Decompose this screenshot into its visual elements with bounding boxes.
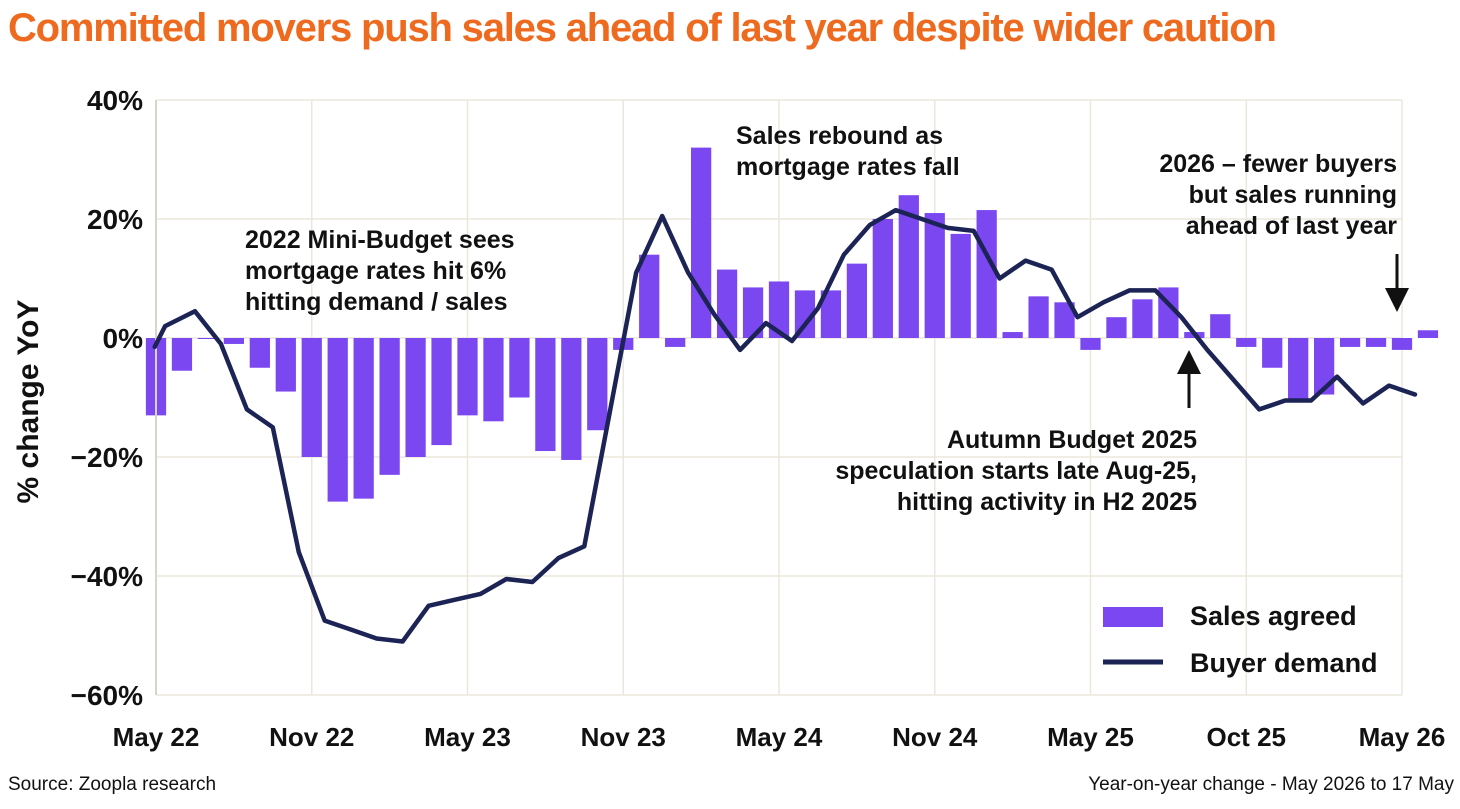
annotation-line: 2026 – fewer buyers bbox=[1159, 150, 1397, 178]
sales-bar bbox=[768, 281, 790, 338]
annotation-line: Sales rebound as bbox=[736, 122, 943, 150]
source-note: Source: Zoopla research bbox=[8, 774, 217, 795]
sales-bar bbox=[405, 338, 426, 457]
buyer-demand-line bbox=[152, 207, 1418, 644]
axis-labels: 40% 20% 0% −20% −40% −60% May 22 Nov 22 May 23 No… bbox=[12, 85, 1445, 752]
sales-bar bbox=[691, 147, 712, 338]
sales-bar bbox=[327, 338, 348, 502]
sales-bar bbox=[535, 338, 556, 452]
annotation-line: hitting demand / sales bbox=[245, 288, 508, 316]
annotation-line: mortgage rates fall bbox=[736, 153, 960, 181]
y-axis-title: % change YoY bbox=[12, 300, 45, 504]
sales-bar bbox=[275, 338, 296, 392]
sales-bar bbox=[950, 233, 971, 338]
line-series bbox=[152, 207, 1418, 644]
sales-bar bbox=[223, 338, 244, 344]
annotations: 2022 Mini-Budget sees mortgage rates hit … bbox=[245, 122, 1409, 516]
chart-title: Committed movers push sales ahead of las… bbox=[8, 6, 1277, 50]
sales-bar bbox=[197, 338, 219, 339]
sales-bar bbox=[483, 338, 504, 422]
y-tick-label: −40% bbox=[71, 561, 143, 592]
y-tick-label: 0% bbox=[103, 323, 144, 354]
sales-bar bbox=[431, 338, 452, 446]
sales-bar bbox=[1080, 338, 1101, 350]
annotation: Sales rebound as mortgage rates fall bbox=[736, 122, 960, 181]
annotation-line: but sales running bbox=[1189, 181, 1397, 209]
sales-bar bbox=[1365, 338, 1387, 347]
sales-bar bbox=[1054, 302, 1075, 338]
sales-bar bbox=[1339, 338, 1361, 347]
sales-bar bbox=[1417, 330, 1439, 338]
x-tick-label: May 24 bbox=[736, 722, 823, 752]
sales-bar bbox=[379, 338, 400, 475]
annotation: Autumn Budget 2025 speculation starts lat… bbox=[835, 426, 1197, 516]
sales-bar bbox=[353, 338, 374, 499]
sales-bar bbox=[924, 213, 945, 338]
sales-bar bbox=[872, 219, 893, 338]
sales-bar bbox=[171, 338, 193, 371]
legend-item-sales: Sales agreed bbox=[1103, 601, 1357, 631]
sales-bar bbox=[898, 195, 919, 338]
sales-bar bbox=[639, 254, 660, 338]
sales-bar bbox=[716, 269, 738, 338]
legend-label: Sales agreed bbox=[1190, 601, 1357, 631]
annotation-line: Autumn Budget 2025 bbox=[947, 426, 1197, 454]
sales-bar bbox=[976, 210, 997, 338]
date-range-note: Year-on-year change - May 2026 to 17 May bbox=[1088, 774, 1454, 795]
sales-bar bbox=[846, 263, 867, 338]
sales-bar bbox=[742, 287, 764, 338]
y-tick-label: 20% bbox=[87, 204, 143, 235]
sales-bar bbox=[1262, 338, 1283, 368]
x-tick-label: May 25 bbox=[1047, 722, 1134, 752]
x-tick-label: May 22 bbox=[113, 722, 200, 752]
legend-item-demand: Buyer demand bbox=[1103, 648, 1378, 678]
bar-series bbox=[145, 147, 1439, 502]
x-tick-label: Nov 22 bbox=[269, 722, 354, 752]
annotation-line: mortgage rates hit 6% bbox=[245, 257, 506, 285]
sales-bar bbox=[457, 338, 478, 416]
y-tick-label: −60% bbox=[71, 680, 143, 711]
annotation: 2022 Mini-Budget sees mortgage rates hit … bbox=[245, 226, 515, 316]
x-tick-label: Nov 24 bbox=[892, 722, 978, 752]
annotation-line: speculation starts late Aug-25, bbox=[835, 457, 1197, 485]
annotation-line: ahead of last year bbox=[1186, 212, 1397, 240]
sales-bar bbox=[665, 338, 686, 347]
x-tick-label: Nov 23 bbox=[581, 722, 666, 752]
legend-label: Buyer demand bbox=[1190, 648, 1378, 678]
sales-bar bbox=[1132, 299, 1153, 338]
sales-bar bbox=[1210, 314, 1231, 338]
x-tick-label: Oct 25 bbox=[1207, 722, 1287, 752]
sales-bar bbox=[301, 338, 322, 457]
y-tick-label: −20% bbox=[71, 442, 143, 473]
sales-bar bbox=[820, 290, 842, 338]
x-tick-label: May 23 bbox=[424, 722, 511, 752]
annotation-line: hitting activity in H2 2025 bbox=[897, 488, 1197, 516]
sales-bar bbox=[1314, 338, 1335, 395]
legend: Sales agreed Buyer demand bbox=[1103, 601, 1378, 678]
sales-bar bbox=[1288, 338, 1309, 401]
sales-bar bbox=[587, 338, 608, 431]
y-tick-label: 40% bbox=[87, 85, 143, 116]
sales-bar bbox=[1236, 338, 1257, 347]
sales-bar bbox=[1002, 332, 1023, 338]
x-tick-label: May 26 bbox=[1359, 722, 1446, 752]
sales-bar bbox=[1028, 296, 1049, 338]
annotation-line: 2022 Mini-Budget sees bbox=[245, 226, 515, 254]
legend-swatch bbox=[1103, 607, 1163, 627]
sales-bar bbox=[509, 338, 530, 398]
sales-bar bbox=[561, 338, 582, 460]
sales-bar bbox=[1106, 317, 1127, 338]
annotation: 2026 – fewer buyers but sales running ahea… bbox=[1159, 150, 1397, 240]
sales-bar bbox=[794, 290, 816, 338]
sales-bar bbox=[249, 338, 270, 368]
sales-bar bbox=[1391, 338, 1413, 350]
